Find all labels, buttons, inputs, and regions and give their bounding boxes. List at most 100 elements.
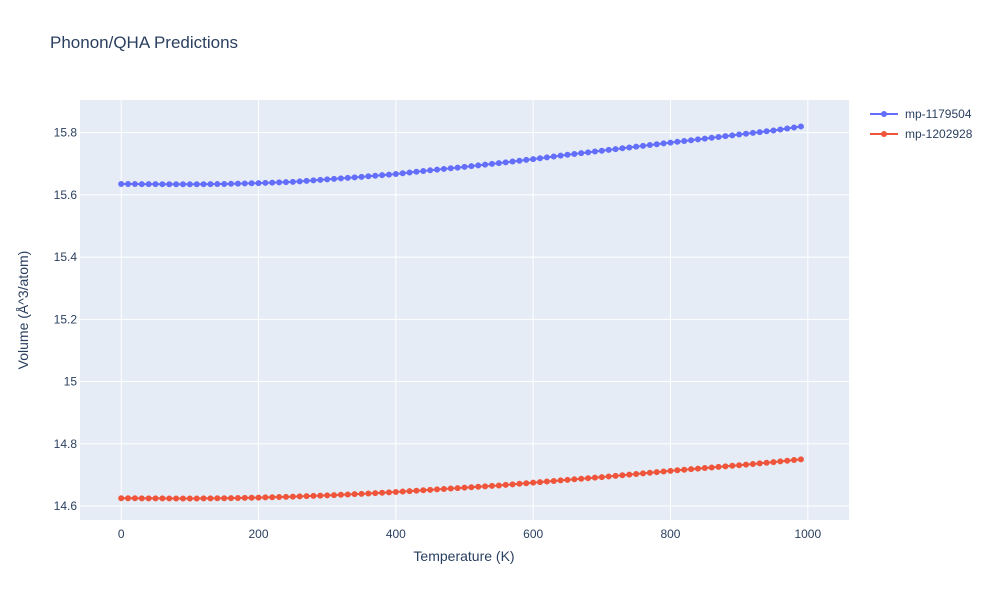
data-point: [145, 181, 152, 188]
data-point: [392, 171, 399, 178]
data-point: [585, 149, 592, 156]
data-point: [736, 462, 743, 469]
data-point: [495, 482, 502, 489]
data-point: [791, 457, 798, 464]
data-point: [159, 181, 166, 188]
data-point: [681, 138, 688, 144]
data-point: [372, 490, 379, 497]
data-point: [674, 138, 681, 145]
data-point: [145, 495, 152, 502]
y-tick-label: 15.2: [54, 312, 78, 326]
data-point: [722, 463, 729, 470]
data-point: [399, 170, 406, 177]
data-point: [289, 493, 296, 500]
data-point: [228, 495, 235, 502]
legend-item-mp-1179504[interactable]: mp-1179504: [870, 107, 972, 121]
data-point: [125, 181, 132, 188]
data-point: [131, 181, 138, 188]
data-point: [640, 470, 647, 477]
data-point: [317, 176, 324, 183]
data-point: [646, 469, 653, 476]
data-point: [228, 180, 235, 187]
data-point: [179, 495, 186, 502]
data-point: [214, 181, 221, 188]
data-point: [598, 147, 605, 154]
data-point: [612, 146, 619, 153]
data-point: [605, 473, 612, 480]
data-point: [331, 175, 338, 182]
data-point: [475, 483, 482, 490]
data-point: [571, 150, 578, 157]
data-point: [262, 494, 269, 501]
data-point: [537, 479, 544, 486]
data-point: [344, 174, 351, 181]
data-point: [166, 495, 173, 502]
x-tick-label: 0: [118, 527, 125, 541]
data-point: [461, 163, 468, 170]
data-point: [715, 133, 722, 140]
data-point: [420, 168, 427, 175]
legend-swatch-marker: [881, 111, 887, 117]
data-point: [468, 484, 475, 491]
data-point: [516, 480, 523, 487]
data-point: [633, 143, 640, 150]
data-point: [365, 173, 372, 180]
x-tick-label: 1000: [794, 527, 821, 541]
series-mp-1179504: [118, 123, 804, 188]
data-point: [516, 157, 523, 164]
data-point: [543, 478, 550, 485]
data-point: [502, 159, 509, 166]
data-point: [550, 477, 557, 484]
data-point: [173, 181, 180, 188]
data-point: [660, 140, 667, 147]
data-point: [784, 125, 791, 132]
data-point: [667, 467, 674, 474]
data-point: [351, 491, 358, 498]
data-point: [241, 180, 248, 187]
data-point: [743, 130, 750, 137]
data-point: [530, 156, 537, 163]
data-point: [296, 493, 303, 500]
data-point: [591, 474, 598, 481]
data-point: [282, 493, 289, 500]
data-point: [262, 179, 269, 186]
data-point: [269, 179, 276, 186]
data-point: [770, 127, 777, 134]
legend[interactable]: mp-1179504 mp-1202928: [870, 107, 973, 141]
data-point: [749, 461, 756, 467]
data-point: [310, 492, 317, 499]
y-tick-label: 15: [64, 375, 78, 389]
data-point: [344, 491, 351, 498]
data-point: [797, 123, 804, 130]
data-point: [653, 469, 660, 476]
data-point: [241, 494, 248, 501]
data-point: [640, 142, 647, 149]
data-point: [688, 466, 695, 473]
data-point: [365, 490, 372, 497]
series-line: [121, 125, 802, 186]
data-point: [186, 181, 193, 188]
data-point: [420, 487, 427, 494]
data-point: [646, 142, 653, 149]
data-point: [392, 489, 399, 495]
data-point: [626, 471, 633, 478]
data-point: [585, 475, 592, 482]
x-tick-label: 600: [523, 527, 543, 541]
data-point: [372, 172, 379, 179]
y-tick-label: 14.6: [54, 499, 78, 513]
data-point: [255, 494, 262, 501]
data-point: [791, 124, 798, 131]
x-axis-title: Temperature (K): [413, 548, 514, 564]
data-point: [379, 489, 386, 496]
data-point: [379, 172, 386, 179]
data-point: [530, 479, 537, 486]
legend-item-mp-1202928[interactable]: mp-1202928: [870, 127, 973, 141]
data-point: [653, 141, 660, 148]
data-point: [454, 485, 461, 492]
series-layer: [118, 123, 804, 502]
x-tick-labels: 0 200 400 600 800 1000: [118, 527, 822, 541]
data-point: [248, 180, 255, 187]
data-point: [667, 139, 674, 146]
data-point: [152, 495, 159, 502]
data-point: [447, 165, 454, 172]
